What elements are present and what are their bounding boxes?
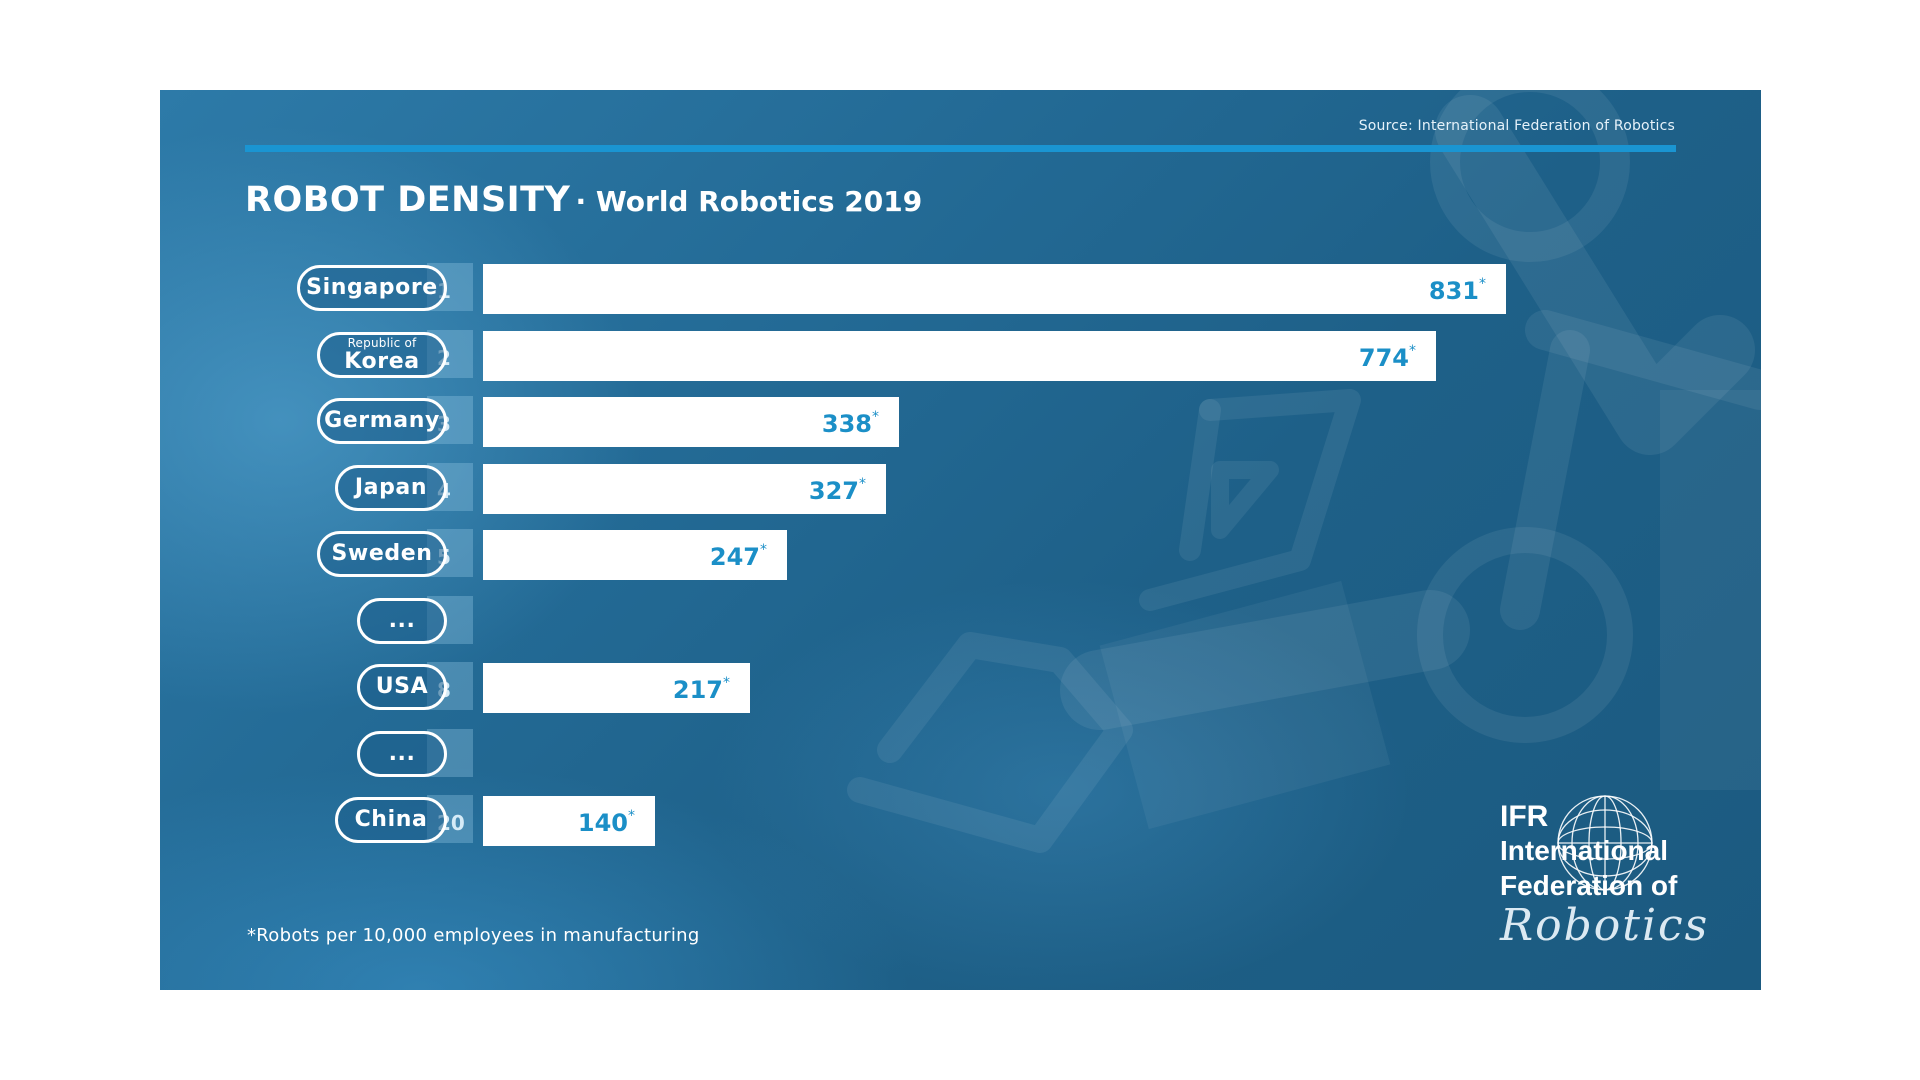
bar-value-label: 831* — [483, 264, 1486, 314]
country-label: USA — [357, 664, 447, 710]
country-label: ... — [357, 731, 447, 777]
bar — [483, 464, 886, 514]
bar-value-asterisk: * — [760, 542, 767, 558]
country-label: Japan — [335, 465, 447, 511]
country-label: Singapore — [297, 265, 447, 311]
footnote: *Robots per 10,000 employees in manufact… — [247, 925, 700, 946]
bar-value-label: 140* — [483, 796, 635, 846]
bar-value-number: 327 — [808, 477, 859, 505]
bar-value-number: 247 — [709, 543, 760, 571]
country-label-text: USA — [375, 674, 429, 699]
country-label: Republic of Korea — [317, 332, 447, 378]
country-label-text: Japan — [354, 475, 428, 500]
bar — [483, 397, 899, 447]
top-accent-line — [245, 145, 1676, 152]
title-sub: · World Robotics 2019 — [575, 185, 923, 218]
country-label-prefix: Republic of — [347, 336, 417, 350]
bar-value-asterisk: * — [723, 675, 730, 691]
bar — [483, 331, 1436, 381]
bar-value-asterisk: * — [859, 476, 866, 492]
bar-value-number: 774 — [1358, 344, 1409, 372]
ifr-logo: IFR International Federation of Robotics — [1500, 795, 1730, 951]
bar-value-asterisk: * — [872, 409, 879, 425]
country-label-text: Germany — [324, 408, 440, 433]
bar-value-asterisk: * — [1409, 343, 1416, 359]
country-label: Germany — [317, 398, 447, 444]
bar-value-label: 217* — [483, 663, 730, 713]
bar-value-number: 831 — [1428, 277, 1479, 305]
bar-value-number: 338 — [821, 410, 872, 438]
logo-ifr-text: IFR — [1500, 800, 1549, 833]
globe-icon — [1557, 795, 1653, 891]
infographic-panel: Source: International Federation of Robo… — [160, 90, 1761, 990]
logo-federation-text: Federation of — [1500, 870, 1678, 901]
bar-value-label: 338* — [483, 397, 879, 447]
bar — [483, 264, 1506, 314]
bar-value-label: 247* — [483, 530, 767, 580]
bar-value-asterisk: * — [1479, 276, 1486, 292]
country-label: Sweden — [317, 531, 447, 577]
bar-value-number: 140 — [577, 809, 628, 837]
bar-value-label: 327* — [483, 464, 866, 514]
bar — [483, 663, 750, 713]
bar-value-label: 774* — [483, 331, 1416, 381]
bar-value-asterisk: * — [628, 808, 635, 824]
page-title: ROBOT DENSITY · World Robotics 2019 — [245, 180, 922, 220]
country-label-text: ... — [388, 608, 416, 633]
bar — [483, 796, 655, 846]
country-label-text: Korea — [344, 349, 420, 374]
country-label-text: Sweden — [331, 541, 433, 566]
source-text: Source: International Federation of Robo… — [1358, 118, 1675, 134]
robot-arm-background-icon — [847, 90, 1761, 853]
logo-international-text: International — [1500, 835, 1669, 866]
logo-robotics-text: Robotics — [1500, 900, 1710, 951]
country-label-text: ... — [388, 741, 416, 766]
country-label-text: China — [354, 807, 428, 832]
bar — [483, 530, 787, 580]
country-label-text: Singapore — [306, 275, 438, 300]
bar-value-number: 217 — [672, 676, 723, 704]
country-label: ... — [357, 598, 447, 644]
country-label: China — [335, 797, 447, 843]
title-main: ROBOT DENSITY — [245, 180, 571, 220]
